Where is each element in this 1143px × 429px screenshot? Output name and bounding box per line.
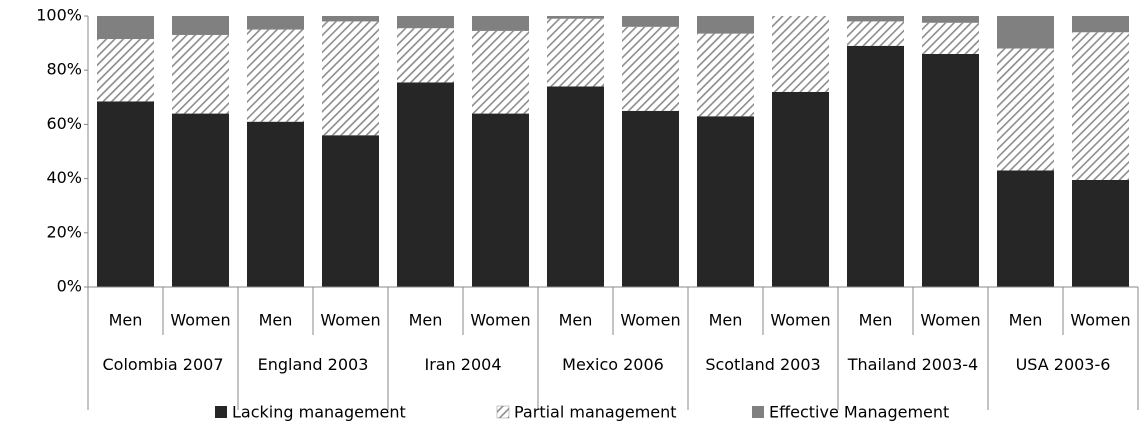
bar-segment bbox=[922, 16, 979, 23]
group-label: Scotland 2003 bbox=[705, 355, 821, 374]
y-tick-label: 0% bbox=[57, 277, 82, 296]
bar-segment bbox=[172, 113, 229, 287]
x-tick-label: Men bbox=[859, 311, 893, 330]
bar-segment bbox=[697, 16, 754, 34]
x-tick-label: Men bbox=[709, 311, 743, 330]
bar-segment bbox=[97, 39, 154, 102]
legend-label: Lacking management bbox=[232, 403, 406, 422]
bar-segment bbox=[697, 33, 754, 117]
bar-segment bbox=[397, 82, 454, 288]
y-tick-label: 100% bbox=[36, 6, 82, 25]
bar-segment bbox=[772, 91, 829, 287]
bar-segment bbox=[472, 30, 529, 114]
x-tick-label: Women bbox=[920, 311, 980, 330]
legend-swatch bbox=[496, 405, 510, 419]
bar-segment bbox=[397, 16, 454, 29]
y-tick-label: 80% bbox=[46, 60, 82, 79]
x-tick-label: Men bbox=[1009, 311, 1043, 330]
bar-segment bbox=[472, 113, 529, 287]
group-label: Colombia 2007 bbox=[102, 355, 224, 374]
bar-segment bbox=[622, 26, 679, 111]
bar-segment bbox=[847, 45, 904, 288]
bar-segment bbox=[847, 16, 904, 22]
bar-segment bbox=[997, 48, 1054, 171]
bar-segment bbox=[172, 16, 229, 35]
bar-segment bbox=[247, 29, 304, 122]
bar-segment bbox=[472, 16, 529, 31]
bar-segment bbox=[322, 21, 379, 136]
bar-segment bbox=[772, 16, 829, 92]
x-tick-label: Women bbox=[470, 311, 530, 330]
x-tick-label: Men bbox=[259, 311, 293, 330]
legend-swatch bbox=[752, 406, 764, 418]
bar-segment bbox=[547, 86, 604, 288]
bar-segment bbox=[322, 135, 379, 287]
bar-segment bbox=[1072, 16, 1129, 33]
bar-segment bbox=[697, 116, 754, 288]
bar-segment bbox=[1072, 179, 1129, 287]
bar-segment bbox=[922, 22, 979, 54]
bar-segment bbox=[997, 170, 1054, 287]
group-label: England 2003 bbox=[257, 355, 369, 374]
x-tick-label: Women bbox=[170, 311, 230, 330]
x-tick-label: Women bbox=[770, 311, 830, 330]
y-tick-label: 40% bbox=[46, 168, 82, 187]
bar-segment bbox=[997, 16, 1054, 49]
legend-label: Partial management bbox=[514, 403, 677, 422]
bar-segment bbox=[97, 16, 154, 40]
bar-segment bbox=[622, 110, 679, 287]
bar-segment bbox=[397, 28, 454, 83]
bar-segment bbox=[922, 53, 979, 287]
bar-segment bbox=[547, 18, 604, 87]
legend-swatch bbox=[215, 406, 227, 418]
x-tick-label: Men bbox=[559, 311, 593, 330]
x-tick-label: Women bbox=[620, 311, 680, 330]
x-tick-label: Men bbox=[409, 311, 443, 330]
group-label: USA 2003-6 bbox=[1015, 355, 1111, 374]
y-tick-label: 60% bbox=[46, 114, 82, 133]
x-tick-label: Women bbox=[1070, 311, 1130, 330]
bar-segment bbox=[622, 16, 679, 27]
group-label: Thailand 2003-4 bbox=[847, 355, 979, 374]
x-tick-label: Women bbox=[320, 311, 380, 330]
bar-segment bbox=[172, 34, 229, 114]
bar-segment bbox=[847, 21, 904, 46]
group-label: Iran 2004 bbox=[424, 355, 502, 374]
bar-segment bbox=[322, 16, 379, 22]
legend-label: Effective Management bbox=[769, 403, 949, 422]
bar-segment bbox=[247, 121, 304, 287]
bar-segment bbox=[1072, 32, 1129, 180]
bar-segment bbox=[247, 16, 304, 30]
bar-segment bbox=[547, 16, 604, 19]
group-label: Mexico 2006 bbox=[562, 355, 664, 374]
y-tick-label: 20% bbox=[46, 222, 82, 241]
x-tick-label: Men bbox=[109, 311, 143, 330]
bar-segment bbox=[97, 101, 154, 288]
